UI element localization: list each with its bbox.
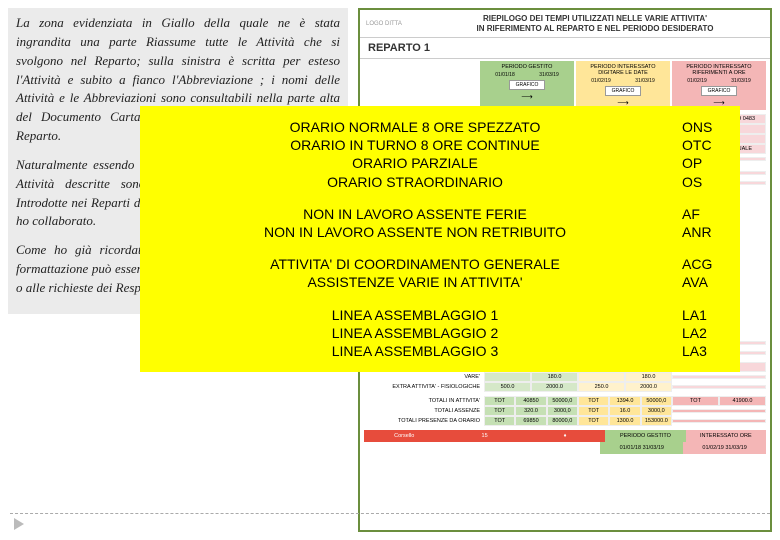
table-row: TOTALI ASSENZETOT320.03000,0TOT16.03000,… xyxy=(364,406,766,416)
reparto-label: REPARTO 1 xyxy=(360,38,770,59)
yellow-highlight-overlay: ORARIO NORMALE 8 ORE SPEZZATOONS ORARIO … xyxy=(140,106,740,372)
grafico-button-green[interactable]: GRAFICO xyxy=(509,80,546,90)
group-coord: ATTIVITA' DI COORDINAMENTO GENERALEACG A… xyxy=(158,255,722,291)
grafico-button-yellow[interactable]: GRAFICO xyxy=(605,86,642,96)
table-row: TOTALI PRESENZE DA ORARIOTOT6985080000,0… xyxy=(364,416,766,426)
table-row: TOTALI IN ATTIVITA'TOT4085050000,0TOT139… xyxy=(364,396,766,406)
group-nonlavoro: NON IN LAVORO ASSENTE FERIEAF NON IN LAV… xyxy=(158,205,722,241)
grafico-button-pink[interactable]: GRAFICO xyxy=(701,86,738,96)
logo-placeholder: LOGO DITTA xyxy=(366,21,426,27)
period-pink: PERIODO INTERESSATO RIFERIMENTI A ORE 01… xyxy=(672,61,766,110)
footer-divider xyxy=(10,513,770,514)
bottom-bar: Corsello 15 ♦ PERIODO GESTITO INTERESSAT… xyxy=(364,430,766,442)
nav-arrow-icon[interactable] xyxy=(14,518,24,530)
group-lines: LINEA ASSEMBLAGGIO 1LA1 LINEA ASSEMBLAGG… xyxy=(158,306,722,361)
period-yellow: PERIODO INTERESSATO DIGITARE LE DATE 01/… xyxy=(576,61,670,110)
arrow-icon: ⟶ xyxy=(483,92,571,101)
period-green: PERIODO GESTITO 01/01/1831/03/19 GRAFICO… xyxy=(480,61,574,110)
group-orario: ORARIO NORMALE 8 ORE SPEZZATOONS ORARIO … xyxy=(158,118,722,191)
bottom-bar-dates: 01/01/18 31/03/19 01/02/19 31/03/19 xyxy=(364,442,766,454)
table-row: EXTRA ATTIVITA' - FISIOLOGICHE500.02000.… xyxy=(364,382,766,392)
period-boxes: PERIODO GESTITO 01/01/1831/03/19 GRAFICO… xyxy=(360,59,770,112)
doc-header: LOGO DITTA RIEPILOGO DEI TEMPI UTILIZZAT… xyxy=(360,10,770,38)
doc-title: RIEPILOGO DEI TEMPI UTILIZZATI NELLE VAR… xyxy=(426,14,764,33)
table-row: VARE'180.0180.0 xyxy=(364,372,766,382)
